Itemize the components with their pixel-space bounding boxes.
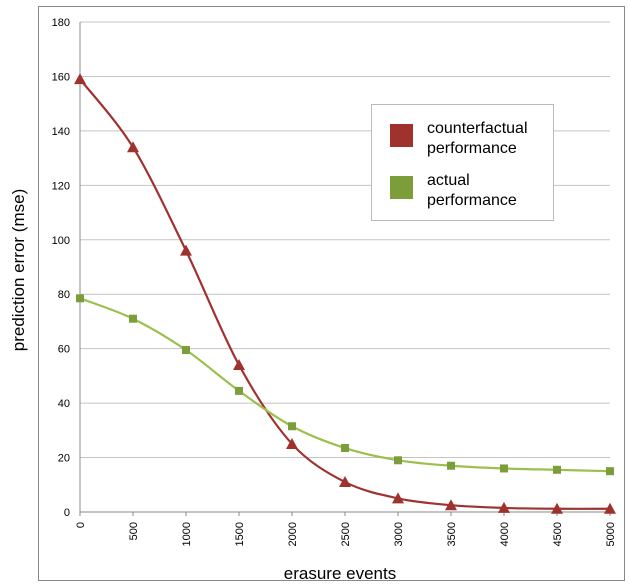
data-point-counterfactual-performance — [604, 502, 616, 514]
y-tick-label: 160 — [52, 71, 70, 83]
y-tick-labels: 0 20 40 60 80 100 120 140 160 180 — [52, 17, 70, 519]
data-point-counterfactual-performance — [392, 492, 404, 504]
x-tick-label: 4500 — [552, 522, 564, 546]
data-point-counterfactual-performance — [286, 437, 298, 449]
x-tick-labels: 0 500 1000 1500 2000 2500 3000 3500 4000 4500 5000 — [75, 522, 617, 546]
x-tick-label: 2500 — [340, 522, 352, 546]
legend: counterfactual performance actual perfor… — [371, 104, 554, 221]
legend-label-counterfactual-line1: counterfactual — [427, 120, 528, 137]
data-point-counterfactual-performance — [74, 73, 86, 85]
data-point-actual-performance — [553, 465, 561, 474]
series-counterfactual-performance — [74, 73, 616, 514]
data-point-counterfactual-performance — [498, 501, 510, 513]
chart-frame — [38, 6, 625, 581]
data-point-actual-performance — [341, 444, 349, 453]
y-tick-label: 180 — [52, 17, 70, 29]
data-point-actual-performance — [500, 464, 508, 473]
data-point-counterfactual-performance — [551, 502, 563, 514]
x-tick-label: 1500 — [234, 522, 246, 546]
data-point-actual-performance — [235, 386, 243, 395]
y-tick-label: 20 — [58, 453, 70, 465]
data-point-actual-performance — [129, 314, 137, 323]
x-tick-label: 0 — [75, 522, 87, 528]
x-tick-label: 2000 — [287, 522, 299, 546]
data-point-actual-performance — [182, 346, 190, 355]
x-axis-title: erasure events — [284, 564, 396, 583]
y-tick-label: 80 — [58, 289, 70, 301]
legend-box — [371, 104, 554, 221]
x-tick-label: 5000 — [605, 522, 617, 546]
axes — [79, 22, 611, 516]
data-point-actual-performance — [606, 467, 614, 476]
series-actual-performance — [76, 294, 614, 476]
x-tick-label: 3000 — [393, 522, 405, 546]
x-tick-label: 1000 — [181, 522, 193, 546]
data-point-counterfactual-performance — [180, 244, 192, 256]
legend-label-actual-line1: actual — [427, 172, 470, 189]
data-point-counterfactual-performance — [445, 499, 457, 511]
data-point-actual-performance — [76, 294, 84, 303]
data-point-counterfactual-performance — [233, 359, 245, 370]
data-point-counterfactual-performance — [127, 141, 139, 153]
data-point-actual-performance — [447, 461, 455, 470]
data-point-actual-performance — [288, 422, 296, 431]
x-tick-label: 3500 — [446, 522, 458, 546]
data-point-counterfactual-performance — [339, 476, 351, 488]
grid-lines — [80, 21, 610, 459]
y-tick-label: 0 — [64, 507, 70, 519]
legend-label-counterfactual-line2: performance — [427, 140, 517, 157]
x-tick-label: 500 — [128, 522, 140, 540]
y-tick-label: 100 — [52, 235, 70, 247]
data-point-actual-performance — [394, 456, 402, 465]
legend-swatch-actual — [390, 176, 413, 199]
y-tick-label: 120 — [52, 180, 70, 192]
legend-label-actual-line2: performance — [427, 192, 517, 209]
y-tick-label: 40 — [58, 398, 70, 410]
legend-swatch-counterfactual — [390, 124, 413, 147]
y-tick-label: 60 — [58, 344, 70, 356]
y-tick-label: 140 — [52, 126, 70, 138]
x-tick-label: 4000 — [499, 522, 511, 546]
series — [74, 73, 616, 514]
y-axis-title: prediction error (mse) — [9, 189, 28, 352]
